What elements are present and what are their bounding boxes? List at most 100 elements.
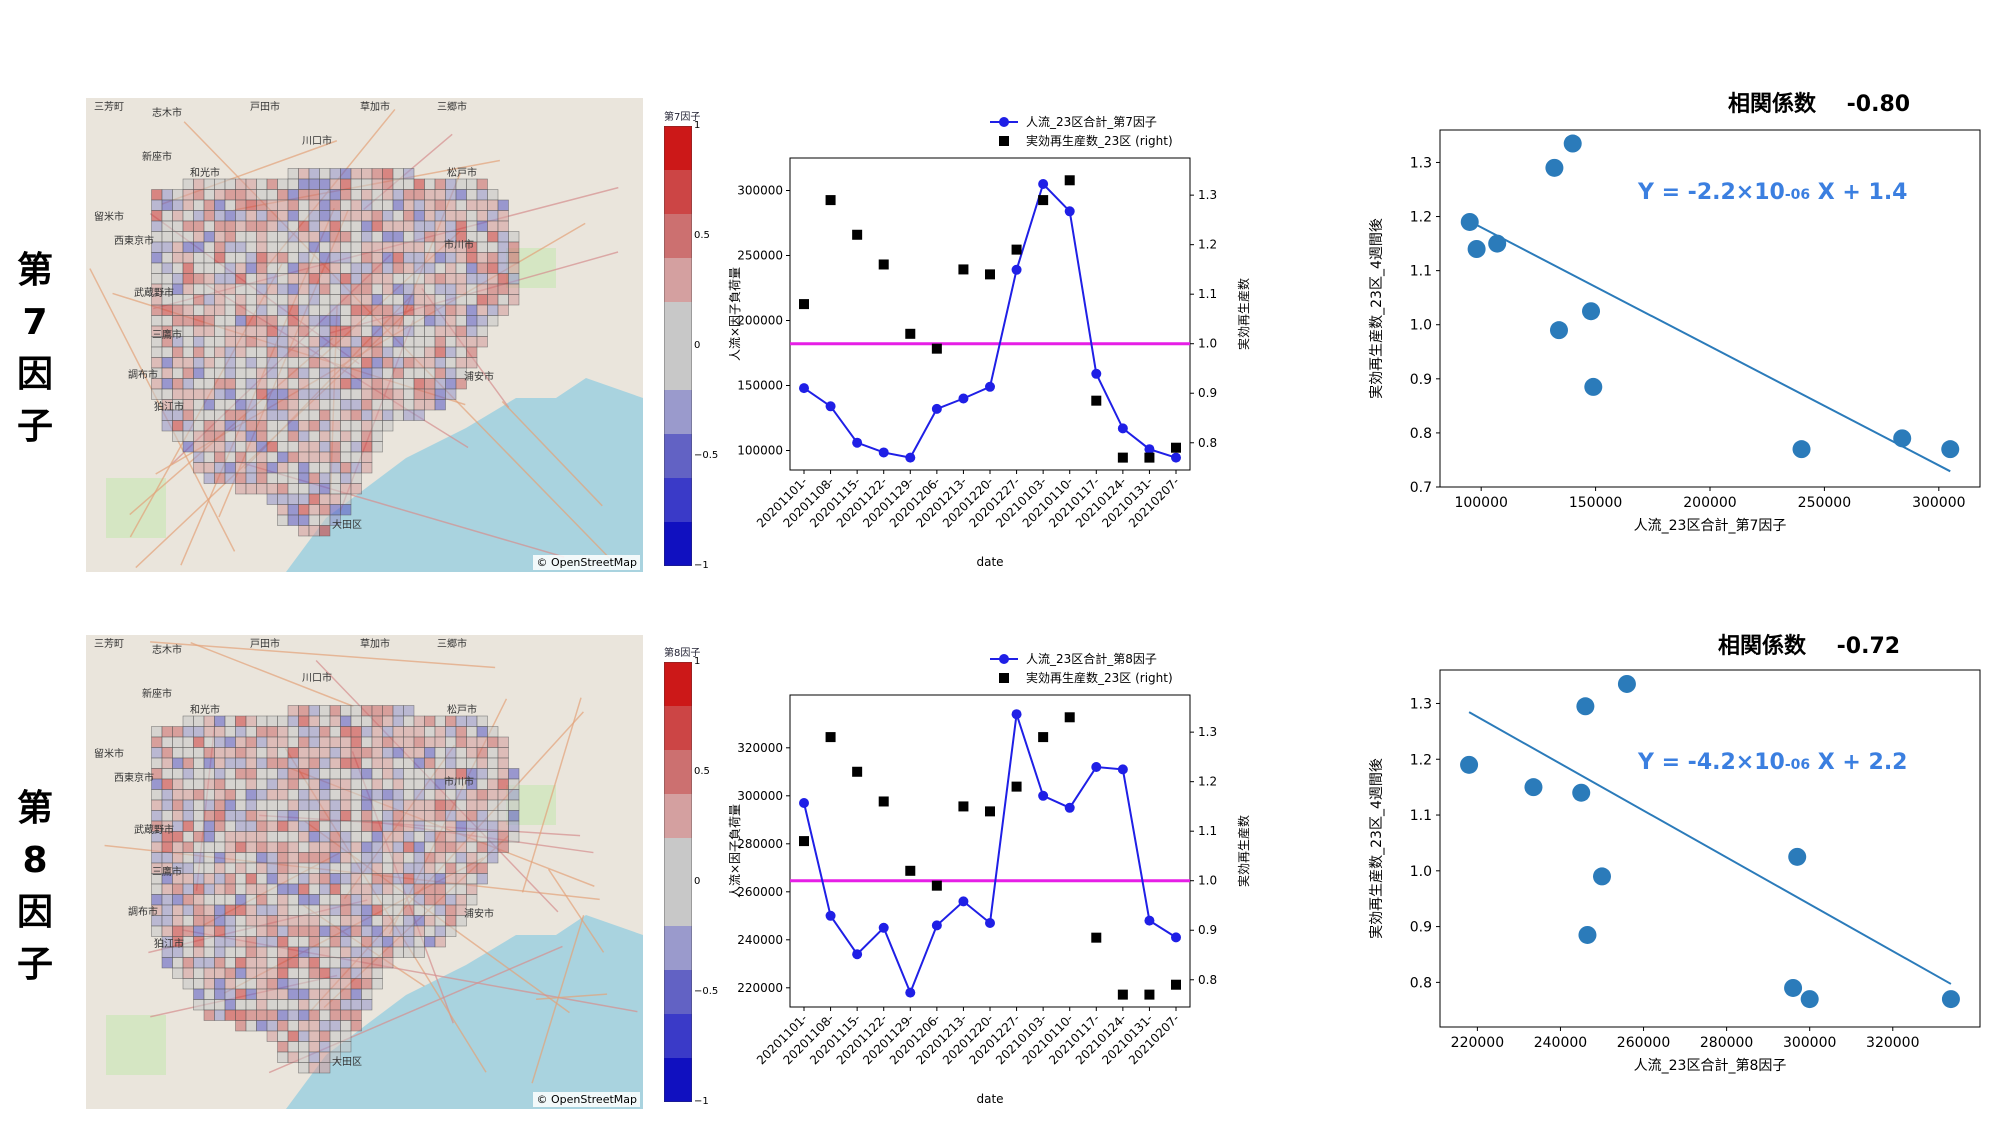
map-grid-cell [256,483,268,495]
y-tick-label: 250000 [737,249,783,263]
map-grid-cell [203,957,215,969]
map-grid-cell [224,294,236,306]
map-grid-cell [214,894,226,906]
map-grid-cell [319,294,331,306]
map-grid-cell [382,399,394,411]
map-grid-cell [308,178,320,190]
map-grid-cell [487,231,499,243]
map-grid-cell [298,894,310,906]
map-grid-cell [235,483,247,495]
map-grid-cell [245,262,257,274]
map-grid-cell [487,799,499,811]
map-grid-cell [308,831,320,843]
rt-series-marker [799,299,809,310]
scatter-point [1941,440,1960,459]
y-tick-label: 300000 [737,789,783,803]
map-grid-cell [277,409,289,421]
map-grid-cell [287,199,299,211]
map-grid-cell [413,883,425,895]
map-grid-cell [224,799,236,811]
colorbar-tick: −0.5 [694,450,719,461]
map-grid-cell [476,841,488,853]
map-grid-cell [224,210,236,222]
map-grid-cell [308,967,320,979]
map-grid-cell [329,493,341,505]
map-grid-cell [371,715,383,727]
map-grid-cell [434,399,446,411]
map-grid-cell [193,430,205,442]
map-grid-cell [361,199,373,211]
map-grid-cell [161,220,173,232]
map-grid-cell [287,283,299,295]
map-grid-cell [235,967,247,979]
map-grid-cell [172,967,184,979]
map-road [536,993,608,1001]
map-grid-cell [235,999,247,1011]
map-grid-cell [266,493,278,505]
map-grid-cell [308,367,320,379]
map-grid-cell [455,199,467,211]
map-grid-cell [340,378,352,390]
map-grid-cell [329,430,341,442]
map-grid-cell [214,789,226,801]
map-grid-cell [214,262,226,274]
map-grid-cell [214,957,226,969]
map-grid-cell [193,967,205,979]
map-grid-cell [382,747,394,759]
map-grid-cell [350,399,362,411]
map-grid-cell [445,736,457,748]
map-grid-cell [392,262,404,274]
map-grid-cell [308,1030,320,1042]
map-grid-cell [277,189,289,201]
map-grid-cell [434,904,446,916]
map-grid-cell [329,420,341,432]
map-grid-cell [182,283,194,295]
map-grid-cell [287,367,299,379]
map-grid-cell [445,925,457,937]
map-grid-cell [476,178,488,190]
map-grid-cell [256,799,268,811]
map-grid-cell [329,178,341,190]
map-grid-cell [424,357,436,369]
map-grid-cell [182,757,194,769]
map-grid-cell [350,789,362,801]
map-grid-cell [340,1041,352,1053]
map-grid-cell [203,346,215,358]
map-grid-cell [308,441,320,453]
map-grid-cell [476,789,488,801]
map-grid-cell [235,420,247,432]
map-grid-cell [340,1030,352,1042]
map-grid-cell [413,315,425,327]
map-grid-cell [382,346,394,358]
map-grid-cell [193,189,205,201]
map-grid-cell [308,820,320,832]
map-grid-cell [266,451,278,463]
map-grid-cell [224,409,236,421]
map-grid-cell [371,841,383,853]
map-grid-cell [277,336,289,348]
map-grid-cell [403,210,415,222]
map-grid-cell [308,1020,320,1032]
map-grid-cell [277,778,289,790]
map-grid-cell [445,199,457,211]
map-grid-cell [161,904,173,916]
map-grid-cell [476,273,488,285]
map-grid-cell [235,915,247,927]
map-grid-cell [392,873,404,885]
map-grid-cell [340,936,352,948]
map-grid-cell [193,883,205,895]
map-grid-cell [371,178,383,190]
map-grid-cell [245,472,257,484]
map-grid-cell [319,747,331,759]
map-grid-cell [308,810,320,822]
map-grid-cell [193,957,205,969]
map-grid-cell [455,747,467,759]
map-grid-cell [466,789,478,801]
map-grid-cell [361,451,373,463]
map-grid-cell [161,231,173,243]
regression-line [1469,220,1951,473]
map-grid-cell [224,241,236,253]
map-grid-cell [382,273,394,285]
map-grid-cell [424,789,436,801]
map-grid-cell [371,430,383,442]
